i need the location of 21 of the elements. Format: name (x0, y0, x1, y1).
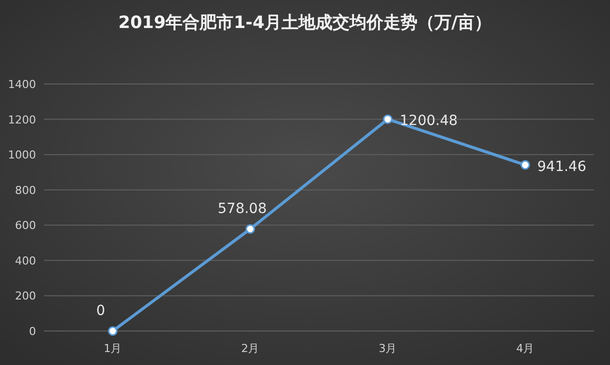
y-tick-label: 1400 (8, 78, 36, 91)
y-tick-label: 800 (15, 184, 36, 197)
y-tick-label: 200 (15, 290, 36, 303)
point (383, 114, 392, 124)
point (246, 224, 255, 234)
data-label: 1200.48 (400, 113, 458, 130)
y-tick-label: 0 (29, 325, 36, 338)
y-tick-label: 1200 (8, 113, 36, 126)
data-label: 0 (96, 303, 106, 319)
x-tick-label: 4月 (516, 342, 534, 355)
point (108, 326, 118, 336)
data-label: 941.46 (537, 158, 586, 175)
chart-title: 2019年合肥市1-4月土地成交均价走势（万/亩） (118, 13, 492, 33)
x-tick-label: 3月 (378, 342, 397, 355)
data-label: 578.08 (218, 201, 267, 218)
x-tick-label: 1月 (104, 342, 122, 355)
y-tick-label: 1000 (8, 148, 36, 162)
y-tick-label: 600 (15, 219, 36, 232)
x-tick-label: 2月 (241, 342, 260, 355)
point (520, 160, 530, 170)
y-tick-label: 400 (15, 254, 36, 268)
